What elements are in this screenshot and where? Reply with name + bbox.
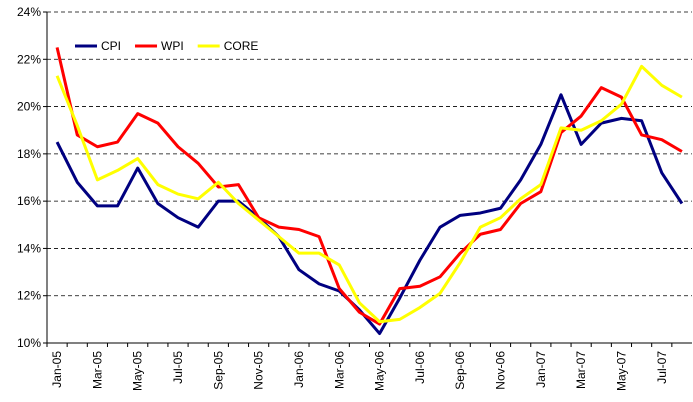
x-tick-label: Sep-05 [211,351,225,390]
y-tick-label: 14% [17,241,41,255]
x-tick-label: May-06 [373,351,387,391]
series-line [55,93,684,336]
legend-label: CPI [101,39,121,53]
y-tick-label: 24% [17,5,41,19]
y-tick-label: 16% [17,194,41,208]
legend-label: WPI [161,39,184,53]
y-tick-label: 20% [17,100,41,114]
x-tick-label: Mar-07 [574,351,588,389]
x-tick-label: Sep-06 [453,351,467,390]
y-tick-label: 18% [17,147,41,161]
x-tick-label: Jul-07 [655,351,669,384]
x-tick-label: Jul-06 [413,351,427,384]
y-tick-label: 22% [17,52,41,66]
x-tick-label: Mar-06 [332,351,346,389]
y-tick-label: 10% [17,336,41,350]
x-tick-label: Jan-07 [534,351,548,388]
x-tick-label: May-07 [614,351,628,391]
x-tick-label: Jan-05 [50,351,64,388]
series-line [55,47,683,326]
x-tick-label: Nov-06 [494,351,508,390]
x-tick-label: May-05 [131,351,145,391]
x-tick-label: Nov-05 [252,351,266,390]
x-tick-label: Jan-06 [292,351,306,388]
legend-label: CORE [224,39,259,53]
x-tick-label: Mar-05 [90,351,104,389]
series-line [55,64,683,324]
y-tick-label: 12% [17,289,41,303]
x-tick-label: Jul-05 [171,351,185,384]
